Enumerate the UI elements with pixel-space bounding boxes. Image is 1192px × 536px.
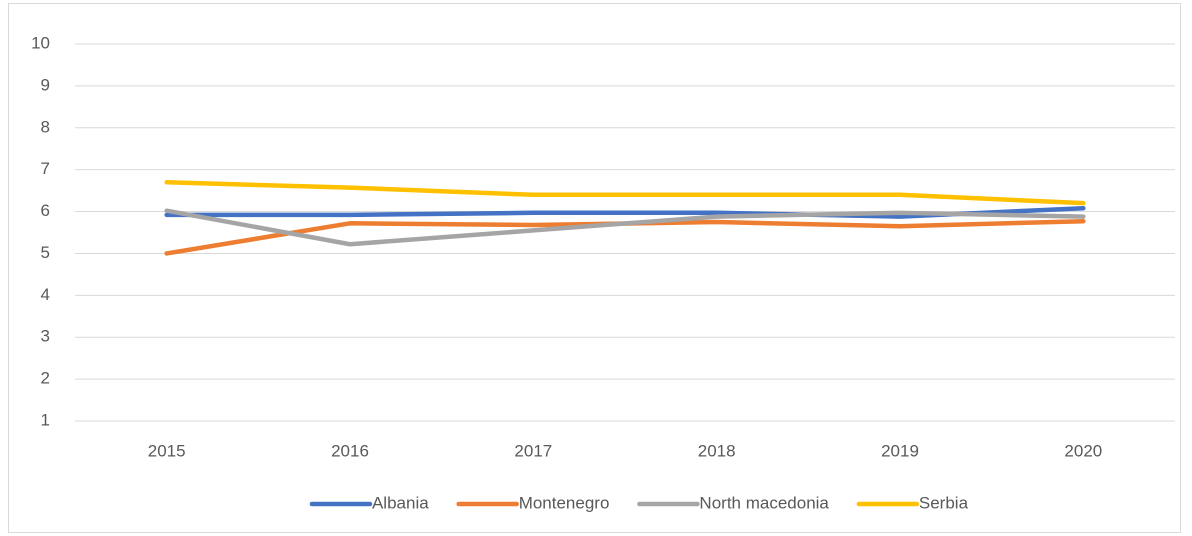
x-tick-label: 2016 bbox=[331, 441, 369, 460]
y-tick-label: 7 bbox=[41, 159, 50, 178]
legend-label: Serbia bbox=[919, 493, 969, 512]
legend-label: Montenegro bbox=[519, 493, 610, 512]
y-tick-label: 8 bbox=[41, 117, 50, 136]
y-tick-label: 5 bbox=[41, 243, 50, 262]
y-tick-label: 10 bbox=[31, 33, 50, 52]
x-tick-label: 2017 bbox=[514, 441, 552, 460]
x-tick-label: 2019 bbox=[881, 441, 919, 460]
legend-label: Albania bbox=[372, 493, 429, 512]
y-tick-label: 1 bbox=[41, 410, 50, 429]
y-tick-label: 9 bbox=[41, 75, 50, 94]
y-tick-label: 6 bbox=[41, 201, 50, 220]
series-line bbox=[164, 179, 1086, 206]
chart-border bbox=[8, 3, 1181, 533]
y-tick-label: 3 bbox=[41, 327, 50, 346]
x-tick-label: 2020 bbox=[1064, 441, 1102, 460]
y-tick-label: 2 bbox=[41, 369, 50, 388]
x-tick-label: 2015 bbox=[148, 441, 186, 460]
x-tick-label: 2018 bbox=[698, 441, 736, 460]
series-line bbox=[164, 208, 1086, 247]
legend-label: North macedonia bbox=[699, 493, 829, 512]
y-tick-label: 4 bbox=[41, 285, 50, 304]
